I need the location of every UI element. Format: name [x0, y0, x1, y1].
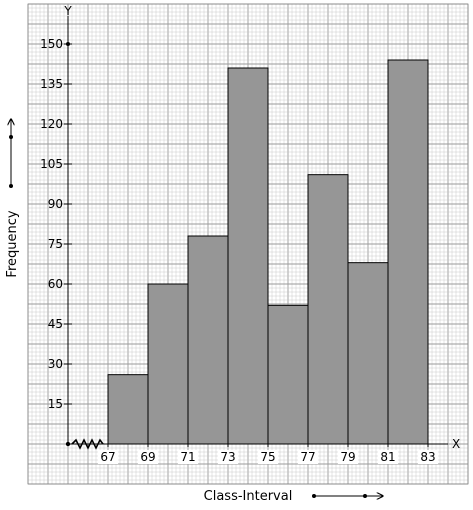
y-tick-label: 150 — [40, 37, 63, 51]
x-tick-label: 73 — [220, 450, 235, 464]
bar-67-69 — [107, 374, 149, 445]
x-tick-label-background — [178, 450, 198, 464]
bar-73-75 — [227, 67, 269, 445]
y-tick-label: 135 — [40, 77, 63, 91]
x-tick-label: 83 — [420, 450, 435, 464]
bar-71-73 — [187, 235, 229, 445]
axis-break-zigzag — [71, 438, 104, 450]
y-tick-label: 90 — [48, 197, 63, 211]
bar-79-81 — [347, 262, 389, 445]
y-tick-label: 120 — [40, 117, 63, 131]
x-tick-label-background — [418, 450, 438, 464]
y-tick-label: 75 — [48, 237, 63, 251]
x-tick-label: 75 — [260, 450, 275, 464]
y-axis-letter: Y — [63, 4, 72, 18]
x-tick-label: 69 — [140, 450, 155, 464]
x-tick-label-background — [98, 450, 118, 464]
x-axis-label: Class-Interval — [204, 489, 293, 504]
x-tick-label: 67 — [100, 450, 115, 464]
x-axis-letter: X — [452, 437, 460, 451]
x-tick-label-background — [338, 450, 358, 464]
x-tick-label-background — [258, 450, 278, 464]
x-tick-label: 79 — [340, 450, 355, 464]
x-tick-label-background — [378, 450, 398, 464]
y-tick-label: 105 — [40, 157, 63, 171]
x-tick-label-background — [218, 450, 238, 464]
y-tick-label: 30 — [48, 357, 63, 371]
x-axis-direction-arrow — [312, 494, 383, 498]
x-tick-label: 71 — [180, 450, 195, 464]
bar-75-77 — [267, 304, 309, 445]
bar-69-71 — [147, 283, 189, 445]
y-tick-label: 45 — [48, 317, 63, 331]
y-tick-label: 15 — [48, 397, 63, 411]
origin-dot — [65, 441, 71, 447]
y-tick-label: 60 — [48, 277, 63, 291]
x-tick-label: 81 — [380, 450, 395, 464]
bar-77-79 — [307, 174, 349, 445]
y-axis-label: Frequency — [5, 210, 20, 277]
y-ticks: 15 30 45 60 75 90 105 120 135 150 — [40, 37, 72, 411]
x-tick-label: 77 — [300, 450, 315, 464]
x-ticks: 67 69 71 73 75 77 79 81 83 — [98, 441, 438, 464]
x-tick-label-background — [138, 450, 158, 464]
bar-81-83 — [387, 59, 429, 445]
y-axis-direction-arrow — [9, 119, 13, 188]
bars — [107, 59, 429, 445]
x-tick-label-background — [298, 450, 318, 464]
